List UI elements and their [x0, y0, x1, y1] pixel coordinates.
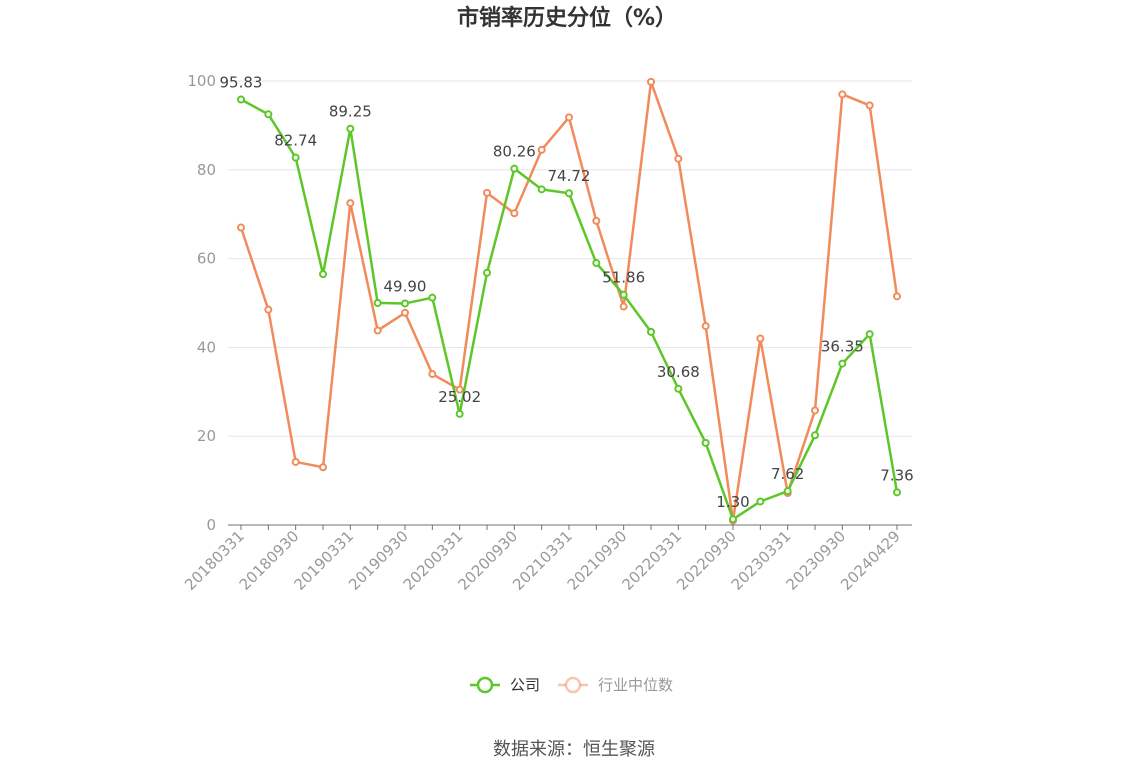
data-label: 82.74 [274, 132, 317, 150]
data-point [483, 188, 491, 197]
data-label: 80.26 [493, 143, 536, 161]
y-tick-label: 60 [197, 250, 216, 268]
y-tick-label: 0 [206, 516, 216, 534]
data-point [893, 292, 901, 301]
legend-label: 行业中位数 [598, 676, 673, 694]
y-tick-label: 40 [197, 338, 216, 356]
data-point [537, 185, 546, 194]
data-point [647, 327, 655, 336]
series-line [239, 80, 899, 522]
data-point [319, 463, 327, 472]
data-label: 25.02 [438, 388, 481, 406]
chart-title: 市销率历史分位（%） [457, 5, 677, 31]
data-point [701, 438, 710, 447]
data-label: 30.68 [657, 363, 700, 381]
data-point [346, 124, 355, 133]
data-point [783, 487, 792, 496]
y-tick-label: 20 [197, 427, 216, 445]
data-point [510, 164, 519, 173]
x-axis: 2018033120180930201903312019093020200331… [181, 524, 912, 594]
source-text: 数据来源：恒生聚源 [493, 739, 655, 760]
legend-label: 公司 [510, 676, 540, 694]
data-point [756, 497, 765, 506]
data-point [428, 293, 437, 302]
data-point [510, 209, 519, 218]
data-point [756, 334, 765, 343]
data-label: 74.72 [548, 167, 591, 185]
data-point [729, 515, 737, 524]
y-tick-label: 100 [187, 72, 216, 90]
data-point [592, 216, 601, 225]
legend[interactable]: 公司 行业中位数 [470, 676, 673, 694]
data-point [264, 305, 273, 314]
data-point [647, 77, 655, 86]
data-point [237, 95, 245, 104]
y-axis: 0 20 40 60 80 100 [187, 72, 216, 534]
data-point [455, 409, 464, 418]
data-point [619, 302, 628, 311]
data-point [811, 431, 819, 440]
data-point [811, 406, 819, 415]
data-point [674, 154, 683, 163]
data-point [592, 259, 601, 268]
legend-item[interactable]: 行业中位数 [558, 676, 673, 694]
data-point [373, 299, 382, 307]
data-label: 1.30 [716, 493, 749, 511]
data-label: 49.90 [384, 277, 427, 295]
data-point [483, 268, 491, 277]
data-point [838, 359, 847, 368]
data-point [893, 488, 901, 497]
series-layer [237, 77, 901, 525]
legend-item[interactable]: 公司 [470, 676, 540, 694]
data-point [865, 101, 874, 110]
data-point [674, 384, 683, 393]
data-point [264, 110, 273, 119]
data-point [237, 223, 245, 232]
data-point [291, 457, 300, 466]
data-label: 51.86 [602, 269, 645, 287]
data-point [401, 299, 409, 308]
data-point [373, 326, 382, 335]
y-tick-label: 80 [197, 161, 216, 179]
data-point [346, 199, 355, 208]
data-label: 36.35 [821, 338, 864, 356]
data-point [565, 113, 573, 122]
data-label: 89.25 [329, 103, 372, 121]
data-point [428, 370, 437, 379]
data-point [537, 145, 546, 154]
x-tick-label: 20240429 [837, 527, 904, 594]
data-point [565, 189, 573, 198]
data-point [319, 270, 327, 279]
data-labels: 95.83 82.74 89.25 49.90 25.02 80.26 74.72 51.86… [220, 74, 914, 512]
data-point [838, 90, 847, 99]
data-point [291, 153, 300, 162]
legend-marker [476, 676, 494, 694]
data-point [865, 330, 874, 339]
data-point [401, 308, 409, 317]
data-point [701, 322, 710, 331]
data-point [455, 385, 464, 394]
data-point [619, 290, 628, 299]
data-label: 7.36 [880, 466, 913, 484]
legend-marker [564, 676, 582, 694]
data-label: 95.83 [220, 74, 263, 92]
data-label: 7.62 [771, 465, 804, 483]
